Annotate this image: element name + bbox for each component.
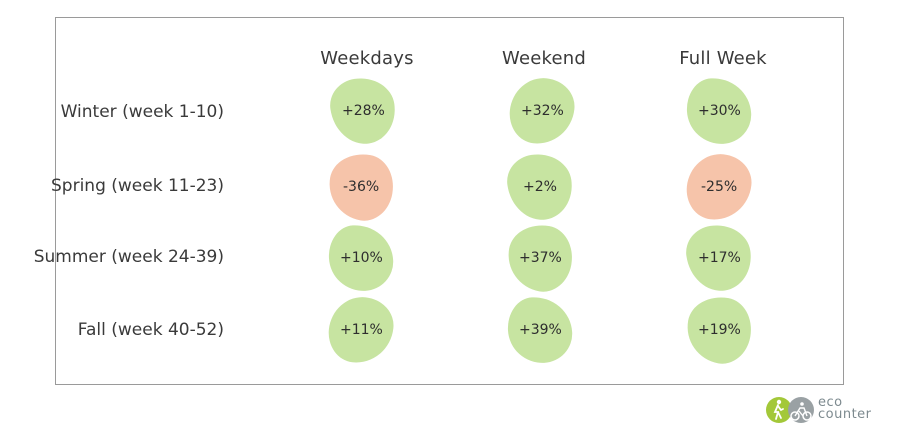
value-cell-fall-weekend: +39% — [506, 295, 574, 365]
value-label: +11% — [339, 321, 383, 338]
logo-line-1: eco — [818, 395, 843, 410]
column-header-weekdays: Weekdays — [320, 48, 414, 69]
row-label-summer: Summer (week 24-39) — [33, 247, 224, 267]
value-label: -25% — [700, 178, 738, 195]
eco-counter-logo-icon — [766, 397, 814, 423]
value-label: +28% — [341, 103, 385, 120]
value-cell-winter-weekend: +32% — [506, 74, 578, 148]
eco-counter-logo-text: eco counter — [818, 395, 872, 422]
value-label: +30% — [697, 103, 741, 120]
value-label: +39% — [518, 322, 562, 339]
value-cell-spring-weekdays: -36% — [323, 148, 399, 226]
value-cell-fall-weekdays: +11% — [325, 293, 397, 367]
value-label: +19% — [697, 321, 741, 338]
value-label: +32% — [520, 102, 564, 119]
value-cell-summer-weekend: +37% — [502, 219, 578, 297]
value-cell-spring-full-week: -25% — [683, 150, 755, 224]
value-label: +17% — [697, 250, 741, 267]
row-label-fall: Fall (week 40-52) — [77, 320, 224, 340]
comparison-table-panel: Weekdays Weekend Full Week Winter (week … — [34, 17, 844, 385]
column-header-weekend: Weekend — [502, 48, 586, 69]
row-label-spring: Spring (week 11-23) — [51, 176, 224, 196]
eco-counter-logo: eco counter — [766, 395, 886, 425]
row-label-winter: Winter (week 1-10) — [60, 102, 224, 122]
logo-line-2: counter — [818, 407, 872, 422]
value-cell-winter-weekdays: +28% — [326, 73, 400, 149]
value-cell-summer-full-week: +17% — [682, 220, 756, 296]
value-cell-spring-weekend: +2% — [503, 149, 577, 225]
value-label: +2% — [523, 179, 557, 196]
column-header-full-week: Full Week — [679, 48, 767, 69]
value-cell-fall-full-week: +19% — [681, 291, 757, 369]
value-label: +37% — [518, 249, 562, 266]
value-label: -36% — [342, 178, 380, 195]
value-cell-summer-weekdays: +10% — [327, 223, 395, 293]
value-cell-winter-full-week: +30% — [685, 76, 753, 146]
value-label: +10% — [339, 250, 383, 267]
